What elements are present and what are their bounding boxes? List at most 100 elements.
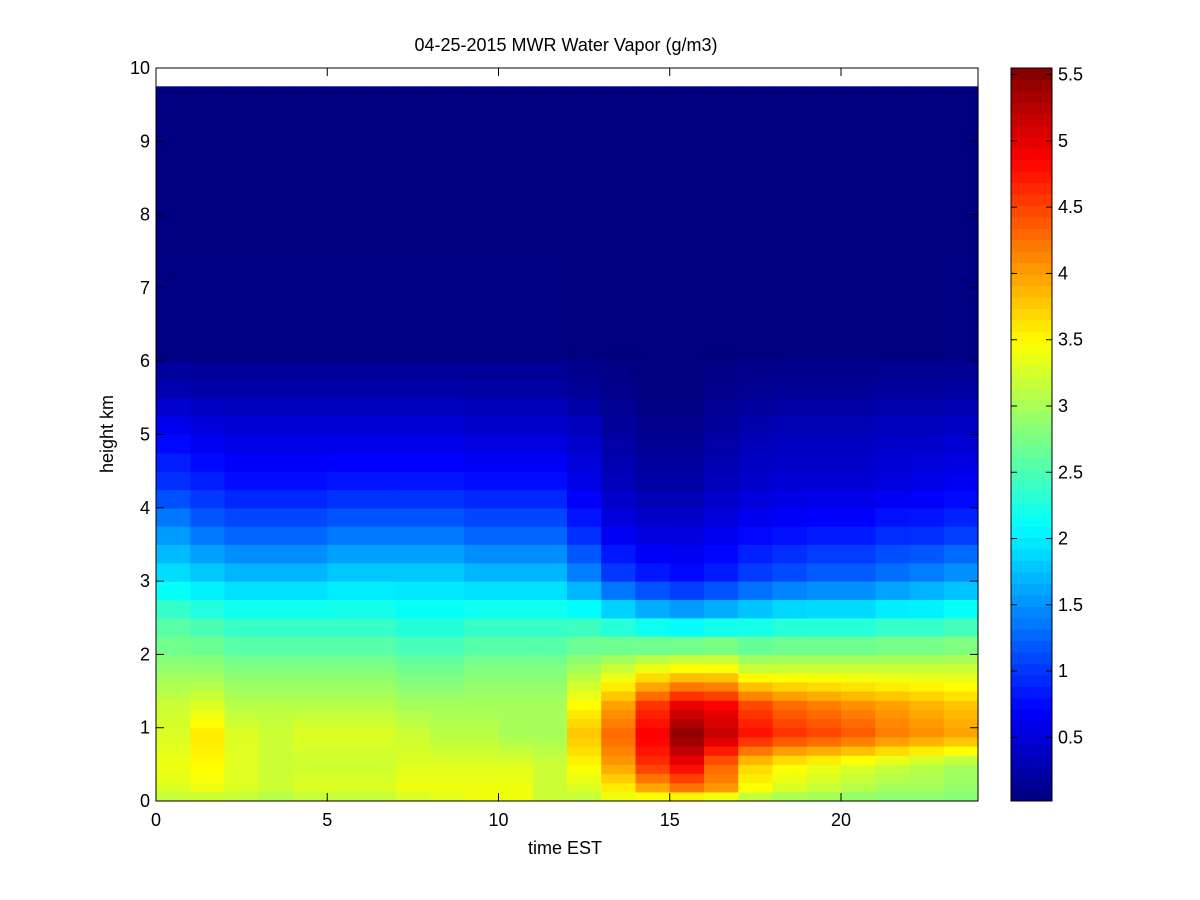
- heatmap-cell: [635, 324, 671, 362]
- heatmap-cell: [498, 764, 534, 775]
- heatmap-cell: [875, 434, 911, 454]
- heatmap-cell: [224, 379, 260, 399]
- heatmap-cell: [909, 709, 945, 720]
- heatmap-cell: [601, 727, 637, 738]
- heatmap-cell: [532, 764, 568, 775]
- heatmap-cell: [293, 452, 328, 472]
- heatmap-cell: [498, 452, 534, 472]
- heatmap-cell: [875, 489, 911, 509]
- heatmap-cell: [943, 700, 979, 710]
- heatmap-cell: [258, 251, 294, 289]
- heatmap-cell: [361, 782, 397, 793]
- heatmap-cell: [464, 251, 500, 289]
- heatmap-cell: [669, 709, 705, 720]
- heatmap-cell: [806, 397, 842, 417]
- heatmap-cell: [704, 397, 739, 417]
- colorbar-step: [1011, 377, 1052, 390]
- heatmap-cell: [806, 251, 842, 289]
- heatmap-cell: [841, 672, 876, 683]
- heatmap-cell: [875, 86, 911, 106]
- colorbar-step: [1011, 526, 1052, 539]
- colorbar-step: [1011, 159, 1052, 172]
- heatmap-cell: [327, 718, 363, 729]
- heatmap-cell: [943, 544, 979, 564]
- heatmap-cell: [567, 700, 602, 710]
- colorbar-frame: [1010, 67, 1053, 802]
- heatmap-cell: [464, 691, 500, 701]
- heatmap-cell: [943, 681, 979, 692]
- heatmap-cell: [601, 526, 637, 546]
- heatmap-cell: [738, 663, 774, 674]
- heatmap-cell: [601, 599, 637, 619]
- colorbar-step: [1011, 491, 1052, 504]
- heatmap-cell: [258, 287, 294, 326]
- heatmap-cell: [498, 141, 534, 179]
- heatmap-cell: [327, 736, 363, 747]
- heatmap-cell: [704, 727, 739, 738]
- heatmap-cell: [841, 727, 876, 738]
- heatmap-cell: [601, 672, 637, 683]
- heatmap-cell: [875, 324, 911, 362]
- heatmap-cell: [635, 746, 671, 756]
- heatmap-cell: [841, 562, 876, 582]
- colorbar-step: [1011, 457, 1052, 470]
- colorbar-step: [1011, 560, 1052, 573]
- y-tick-label: 3: [140, 571, 150, 591]
- heatmap-cell: [841, 416, 876, 436]
- heatmap-cell: [704, 177, 739, 216]
- heatmap-cell: [704, 379, 739, 399]
- heatmap-cell: [943, 736, 979, 747]
- heatmap-cell: [669, 177, 705, 216]
- colorbar-tick-label: 2.5: [1058, 462, 1083, 482]
- heatmap-cell: [361, 663, 397, 674]
- heatmap-cell: [532, 471, 568, 491]
- colorbar-tick-label: 3: [1058, 396, 1068, 416]
- heatmap-cell: [361, 434, 397, 454]
- heatmap-cell: [224, 489, 260, 509]
- colorbar-step: [1011, 251, 1052, 264]
- y-tick-label: 0: [140, 791, 150, 811]
- heatmap-cell: [875, 691, 911, 701]
- heatmap-cell: [669, 736, 705, 747]
- heatmap-cell: [601, 663, 637, 674]
- heatmap-cell: [875, 379, 911, 399]
- colorbar-step: [1011, 205, 1052, 218]
- heatmap-cell: [395, 791, 431, 802]
- heatmap-cell: [464, 397, 500, 417]
- heatmap-cell: [635, 562, 671, 582]
- heatmap-cell: [772, 361, 808, 381]
- heatmap-cell: [943, 746, 979, 756]
- heatmap-cell: [909, 672, 945, 683]
- heatmap-cell: [772, 489, 808, 509]
- heatmap-cell: [395, 434, 431, 454]
- heatmap-cell: [430, 727, 465, 738]
- heatmap-cell: [635, 764, 671, 775]
- heatmap-cell: [258, 654, 294, 665]
- heatmap-cell: [395, 691, 431, 701]
- heatmap-cell: [156, 379, 191, 399]
- heatmap-cell: [909, 214, 945, 252]
- heatmap-cell: [190, 773, 226, 784]
- heatmap-cell: [224, 251, 260, 289]
- heatmap-cell: [293, 434, 328, 454]
- heatmap-cell: [909, 251, 945, 289]
- heatmap-cell: [943, 672, 979, 683]
- heatmap-cell: [327, 141, 363, 179]
- heatmap-cell: [532, 681, 568, 692]
- heatmap-cell: [293, 755, 328, 765]
- heatmap-cell: [190, 177, 226, 216]
- heatmap-cell: [156, 654, 191, 665]
- heatmap-cell: [567, 672, 602, 683]
- heatmap-cell: [909, 562, 945, 582]
- heatmap-cell: [635, 526, 671, 546]
- heatmap-cell: [738, 324, 774, 362]
- heatmap-cell: [361, 672, 397, 683]
- heatmap-cell: [190, 141, 226, 179]
- heatmap-cell: [943, 141, 979, 179]
- heatmap-cell: [704, 663, 739, 674]
- heatmap-cell: [361, 617, 397, 637]
- heatmap-cell: [395, 681, 431, 692]
- heatmap-cell: [669, 452, 705, 472]
- heatmap-cell: [224, 452, 260, 472]
- heatmap-cell: [943, 471, 979, 491]
